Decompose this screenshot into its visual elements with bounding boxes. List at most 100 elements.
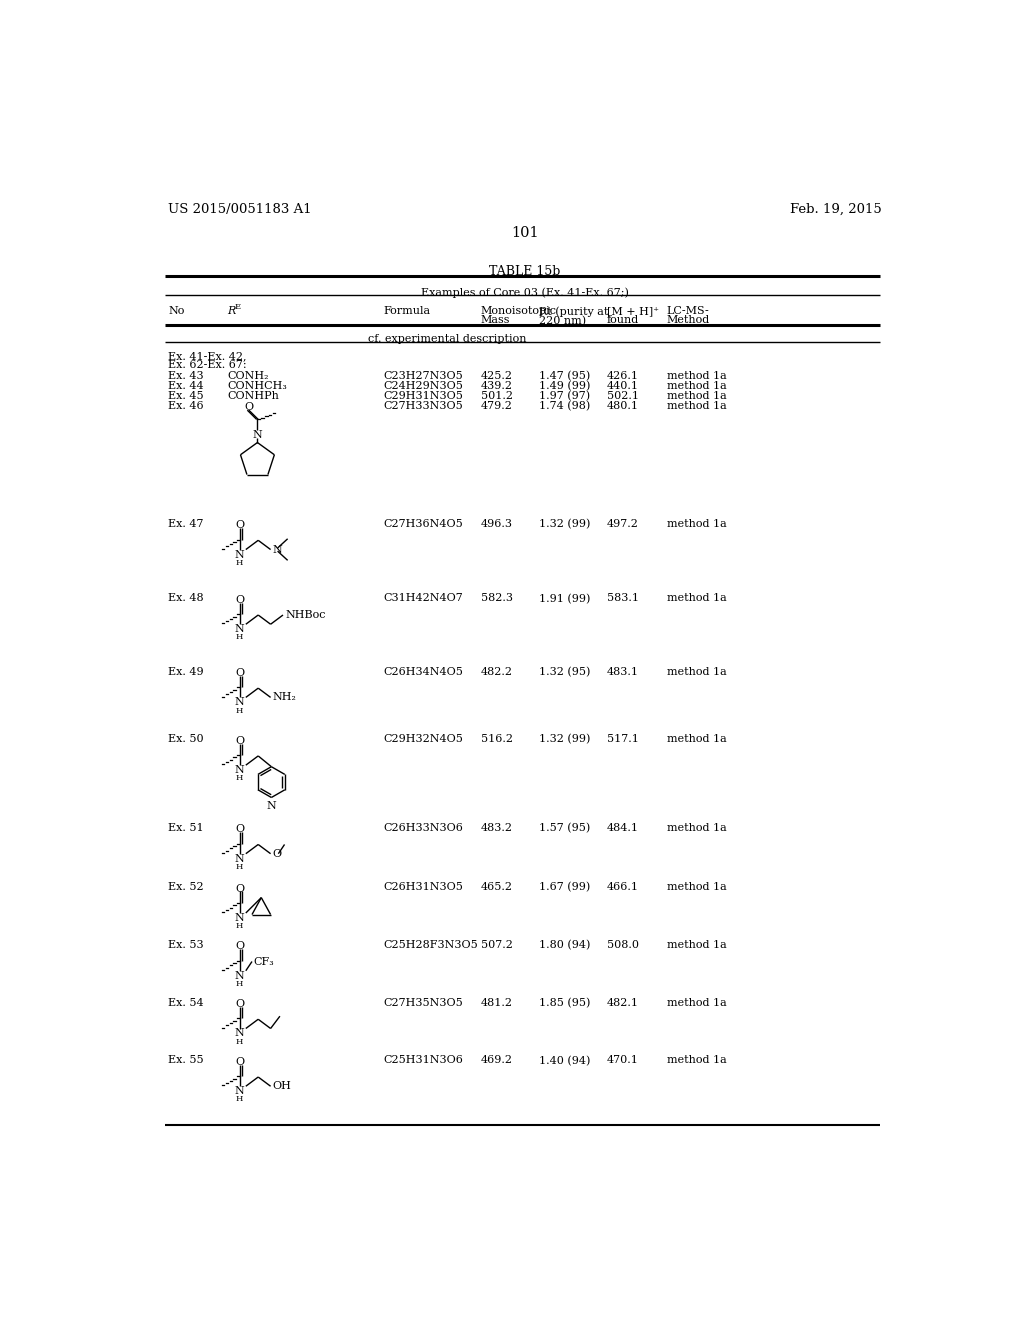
Text: NH₂: NH₂: [273, 693, 297, 702]
Text: Ex. 53: Ex. 53: [168, 940, 204, 950]
Text: Ex. 43: Ex. 43: [168, 371, 204, 381]
Text: H: H: [236, 923, 244, 931]
Text: Formula: Formula: [384, 306, 431, 317]
Text: 1.74 (98): 1.74 (98): [539, 401, 590, 412]
Text: O: O: [272, 849, 282, 859]
Text: N: N: [234, 913, 245, 923]
Text: O: O: [236, 941, 244, 952]
Text: N: N: [234, 766, 245, 775]
Text: O: O: [236, 999, 244, 1010]
Text: method 1a: method 1a: [667, 371, 726, 381]
Text: C26H31N3O5: C26H31N3O5: [384, 882, 464, 892]
Text: method 1a: method 1a: [667, 998, 726, 1007]
Text: 496.3: 496.3: [480, 519, 513, 529]
Text: Ex. 62-Ex. 67:: Ex. 62-Ex. 67:: [168, 360, 247, 370]
Text: C26H33N3O6: C26H33N3O6: [384, 822, 464, 833]
Text: method 1a: method 1a: [667, 667, 726, 677]
Text: 1.57 (95): 1.57 (95): [539, 822, 590, 833]
Text: method 1a: method 1a: [667, 882, 726, 892]
Text: 1.67 (99): 1.67 (99): [539, 882, 590, 892]
Text: Ex. 41-Ex. 42,: Ex. 41-Ex. 42,: [168, 351, 247, 360]
Text: 439.2: 439.2: [480, 381, 513, 391]
Text: C25H31N3O6: C25H31N3O6: [384, 1056, 464, 1065]
Text: 482.2: 482.2: [480, 667, 513, 677]
Text: method 1a: method 1a: [667, 519, 726, 529]
Text: 101: 101: [511, 226, 539, 240]
Text: H: H: [236, 775, 244, 783]
Text: 480.1: 480.1: [607, 401, 639, 411]
Text: C29H32N4O5: C29H32N4O5: [384, 734, 464, 744]
Text: Ex. 55: Ex. 55: [168, 1056, 204, 1065]
Text: O: O: [236, 825, 244, 834]
Text: Ex. 44: Ex. 44: [168, 381, 204, 391]
Text: 1.32 (99): 1.32 (99): [539, 734, 590, 744]
Text: 483.2: 483.2: [480, 822, 513, 833]
Text: O: O: [236, 520, 244, 531]
Text: method 1a: method 1a: [667, 734, 726, 744]
Text: C31H42N4O7: C31H42N4O7: [384, 594, 464, 603]
Text: 501.2: 501.2: [480, 391, 513, 401]
Text: method 1a: method 1a: [667, 594, 726, 603]
Text: method 1a: method 1a: [667, 381, 726, 391]
Text: TABLE 15b: TABLE 15b: [489, 264, 560, 277]
Text: C26H34N4O5: C26H34N4O5: [384, 667, 464, 677]
Text: [M + H]⁺: [M + H]⁺: [607, 306, 659, 317]
Text: O: O: [236, 737, 244, 746]
Text: N: N: [234, 624, 245, 634]
Text: 502.1: 502.1: [607, 391, 639, 401]
Text: E: E: [234, 304, 241, 312]
Text: 484.1: 484.1: [607, 822, 639, 833]
Text: N: N: [234, 1086, 245, 1096]
Text: CONHPh: CONHPh: [227, 391, 280, 401]
Text: H: H: [236, 1096, 244, 1104]
Text: H: H: [236, 706, 244, 714]
Text: CONHCH₃: CONHCH₃: [227, 381, 287, 391]
Text: C27H33N3O5: C27H33N3O5: [384, 401, 464, 411]
Text: C27H35N3O5: C27H35N3O5: [384, 998, 464, 1007]
Text: 1.49 (99): 1.49 (99): [539, 381, 590, 391]
Text: method 1a: method 1a: [667, 1056, 726, 1065]
Text: C24H29N3O5: C24H29N3O5: [384, 381, 464, 391]
Text: 497.2: 497.2: [607, 519, 639, 529]
Text: method 1a: method 1a: [667, 822, 726, 833]
Text: Method: Method: [667, 315, 710, 326]
Text: US 2015/0051183 A1: US 2015/0051183 A1: [168, 203, 312, 216]
Text: H: H: [236, 1038, 244, 1045]
Text: LC-MS-: LC-MS-: [667, 306, 710, 317]
Text: method 1a: method 1a: [667, 940, 726, 950]
Text: 1.85 (95): 1.85 (95): [539, 998, 590, 1008]
Text: 469.2: 469.2: [480, 1056, 513, 1065]
Text: 1.80 (94): 1.80 (94): [539, 940, 590, 950]
Text: Ex. 49: Ex. 49: [168, 667, 204, 677]
Text: 507.2: 507.2: [480, 940, 512, 950]
Text: 582.3: 582.3: [480, 594, 513, 603]
Text: Ex. 45: Ex. 45: [168, 391, 204, 401]
Text: 425.2: 425.2: [480, 371, 513, 381]
Text: Feb. 19, 2015: Feb. 19, 2015: [790, 203, 882, 216]
Text: 465.2: 465.2: [480, 882, 513, 892]
Text: 1.91 (99): 1.91 (99): [539, 594, 590, 603]
Text: 516.2: 516.2: [480, 734, 513, 744]
Text: Ex. 52: Ex. 52: [168, 882, 204, 892]
Text: H: H: [236, 634, 244, 642]
Text: O: O: [245, 403, 253, 412]
Text: Ex. 48: Ex. 48: [168, 594, 204, 603]
Text: 440.1: 440.1: [607, 381, 639, 391]
Text: 220 nm): 220 nm): [539, 315, 586, 326]
Text: CONH₂: CONH₂: [227, 371, 268, 381]
Text: Ex. 47: Ex. 47: [168, 519, 204, 529]
Text: 466.1: 466.1: [607, 882, 639, 892]
Text: Examples of Core 03 (Ex. 41-Ex. 67;): Examples of Core 03 (Ex. 41-Ex. 67;): [421, 286, 629, 297]
Text: Monoisotopic: Monoisotopic: [480, 306, 557, 317]
Text: C29H31N3O5: C29H31N3O5: [384, 391, 464, 401]
Text: NHBoc: NHBoc: [286, 610, 326, 620]
Text: 426.1: 426.1: [607, 371, 639, 381]
Text: N: N: [253, 430, 262, 440]
Text: 1.40 (94): 1.40 (94): [539, 1056, 590, 1065]
Text: N: N: [234, 697, 245, 708]
Text: method 1a: method 1a: [667, 401, 726, 411]
Text: Rt (purity at: Rt (purity at: [539, 306, 608, 317]
Text: 517.1: 517.1: [607, 734, 639, 744]
Text: O: O: [236, 1057, 244, 1067]
Text: C27H36N4O5: C27H36N4O5: [384, 519, 464, 529]
